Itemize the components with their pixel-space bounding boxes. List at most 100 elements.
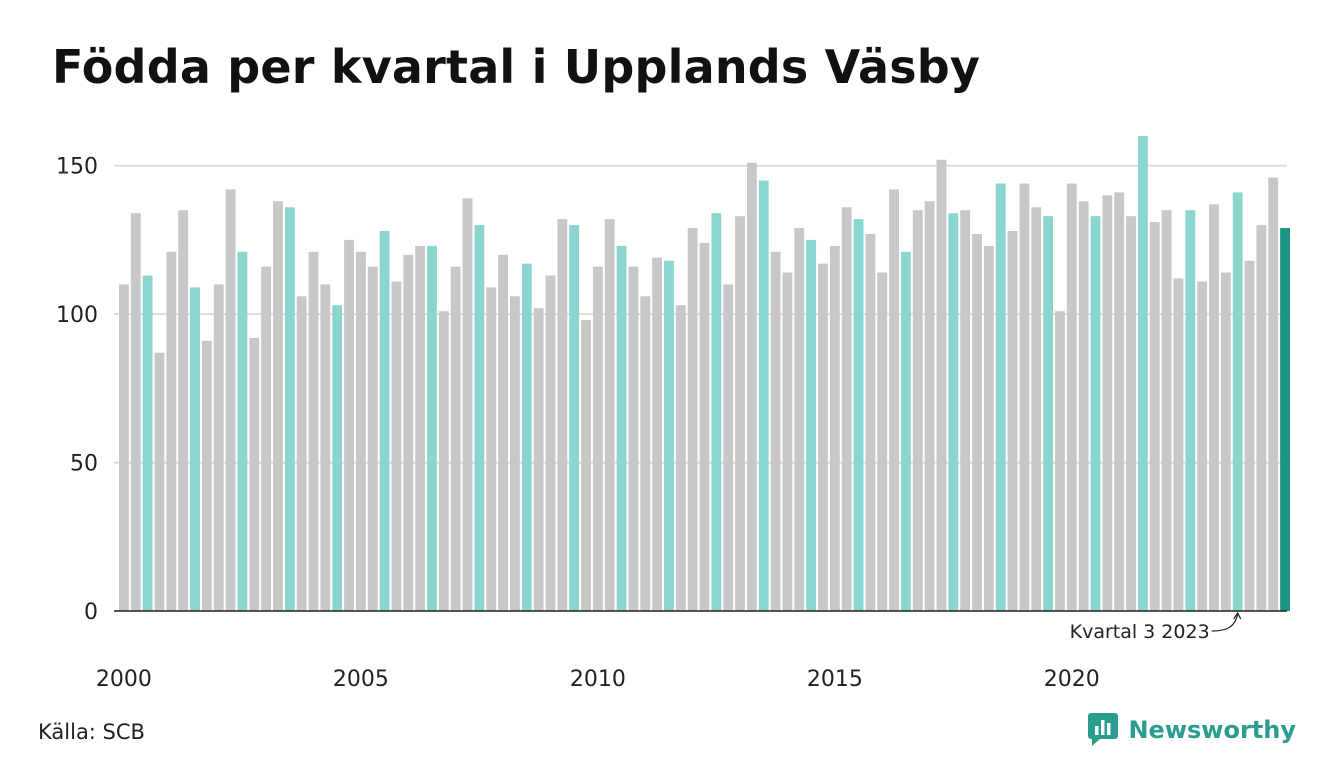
bar bbox=[284, 207, 295, 611]
bar bbox=[521, 263, 532, 611]
tick-labels: 0 50 100 150 2000 2005 2010 2015 2020 bbox=[56, 155, 1100, 692]
bar bbox=[1043, 216, 1054, 611]
bar bbox=[972, 233, 982, 611]
bar bbox=[462, 198, 473, 611]
bar bbox=[1209, 204, 1219, 611]
x-tick-label: 2010 bbox=[570, 667, 626, 692]
newsworthy-logo-icon bbox=[1088, 713, 1119, 746]
bar bbox=[273, 201, 283, 611]
bar bbox=[983, 245, 994, 611]
bar bbox=[1019, 183, 1030, 611]
bar bbox=[427, 245, 437, 611]
bar bbox=[261, 266, 272, 611]
bar bbox=[332, 305, 343, 611]
bar bbox=[1161, 210, 1172, 611]
bar bbox=[166, 251, 177, 611]
x-tick-label: 2000 bbox=[96, 667, 152, 692]
x-tick-label: 2020 bbox=[1044, 667, 1100, 692]
bar bbox=[912, 210, 923, 611]
bar bbox=[486, 287, 497, 611]
bar bbox=[616, 245, 627, 611]
bar bbox=[1007, 231, 1018, 611]
bar bbox=[474, 225, 485, 611]
bar bbox=[438, 311, 449, 611]
bar bbox=[403, 254, 414, 611]
bar bbox=[119, 284, 129, 611]
bar bbox=[865, 233, 876, 611]
bar bbox=[1256, 225, 1267, 611]
chart-title: Födda per kvartal i Upplands Väsby bbox=[52, 40, 981, 94]
bar bbox=[367, 266, 378, 611]
bar bbox=[1280, 228, 1290, 611]
bar bbox=[687, 228, 698, 611]
bar bbox=[344, 239, 354, 611]
bar bbox=[1149, 222, 1160, 611]
bar bbox=[758, 180, 769, 611]
bar bbox=[995, 183, 1006, 611]
bar bbox=[225, 189, 236, 611]
bar bbox=[1185, 210, 1196, 611]
bar bbox=[391, 281, 402, 611]
annotation-arrowhead bbox=[1233, 611, 1242, 620]
bar bbox=[1090, 216, 1101, 611]
bar bbox=[510, 296, 520, 611]
x-tick-label: 2005 bbox=[333, 667, 389, 692]
bar bbox=[699, 242, 710, 611]
bar bbox=[201, 340, 212, 611]
y-tick-label: 150 bbox=[56, 155, 98, 180]
bar bbox=[640, 296, 651, 611]
bar bbox=[237, 251, 248, 611]
bar bbox=[498, 254, 508, 611]
bar bbox=[1197, 281, 1208, 611]
bar bbox=[735, 216, 745, 611]
bar bbox=[581, 320, 591, 611]
bar bbox=[569, 225, 580, 611]
bar bbox=[746, 162, 757, 611]
bar bbox=[1031, 207, 1042, 611]
bar bbox=[178, 210, 189, 611]
bar bbox=[723, 284, 734, 611]
bar bbox=[1220, 272, 1231, 611]
bar bbox=[1268, 177, 1279, 611]
bar bbox=[320, 284, 331, 611]
bar bbox=[1244, 260, 1255, 611]
bar bbox=[592, 266, 603, 611]
bar bbox=[675, 305, 686, 611]
annotation: Kvartal 3 2023 bbox=[1070, 611, 1242, 643]
bar bbox=[829, 245, 840, 611]
y-tick-label: 0 bbox=[84, 600, 98, 625]
bar bbox=[770, 251, 781, 611]
bar bbox=[794, 228, 805, 611]
bar bbox=[841, 207, 852, 611]
bars bbox=[119, 136, 1290, 611]
bar bbox=[415, 245, 426, 611]
source-note: Källa: SCB bbox=[38, 720, 145, 744]
annotation-label: Kvartal 3 2023 bbox=[1070, 621, 1210, 643]
bar bbox=[154, 352, 165, 611]
bar bbox=[652, 257, 663, 611]
brand-logo: Newsworthy bbox=[1088, 713, 1296, 747]
brand-name: Newsworthy bbox=[1128, 716, 1296, 744]
bar bbox=[1173, 278, 1184, 611]
bar bbox=[142, 275, 153, 611]
bar bbox=[889, 189, 899, 611]
bar bbox=[877, 272, 888, 611]
bar bbox=[1114, 192, 1125, 611]
y-tick-label: 100 bbox=[56, 303, 98, 328]
bar bbox=[948, 213, 959, 611]
bar bbox=[379, 231, 390, 611]
bar bbox=[782, 272, 793, 611]
bar bbox=[308, 251, 319, 611]
bar bbox=[296, 296, 307, 611]
bar bbox=[818, 263, 828, 611]
bar bbox=[853, 219, 864, 611]
bar bbox=[1078, 201, 1089, 611]
x-tick-label: 2015 bbox=[807, 667, 863, 692]
bar bbox=[355, 251, 366, 611]
bar bbox=[190, 287, 200, 611]
bar bbox=[450, 266, 461, 611]
y-tick-label: 50 bbox=[70, 452, 98, 477]
bar bbox=[213, 284, 224, 611]
bar bbox=[130, 213, 141, 611]
